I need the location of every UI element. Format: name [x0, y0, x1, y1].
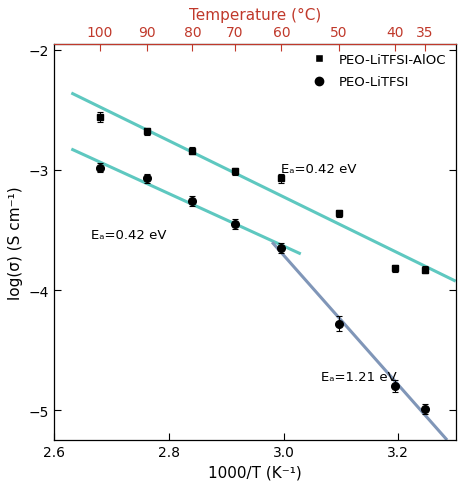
Text: Eₐ=0.42 eV: Eₐ=0.42 eV [91, 229, 167, 242]
X-axis label: Temperature (°C): Temperature (°C) [188, 8, 320, 23]
Text: Eₐ=1.21 eV: Eₐ=1.21 eV [320, 370, 396, 384]
Text: Eₐ=0.42 eV: Eₐ=0.42 eV [280, 163, 356, 176]
X-axis label: 1000/T (K⁻¹): 1000/T (K⁻¹) [207, 465, 301, 480]
Legend: PEO-LiTFSI-AlOC, PEO-LiTFSI: PEO-LiTFSI-AlOC, PEO-LiTFSI [300, 49, 451, 94]
Y-axis label: log(σ) (S cm⁻¹): log(σ) (S cm⁻¹) [8, 186, 23, 299]
